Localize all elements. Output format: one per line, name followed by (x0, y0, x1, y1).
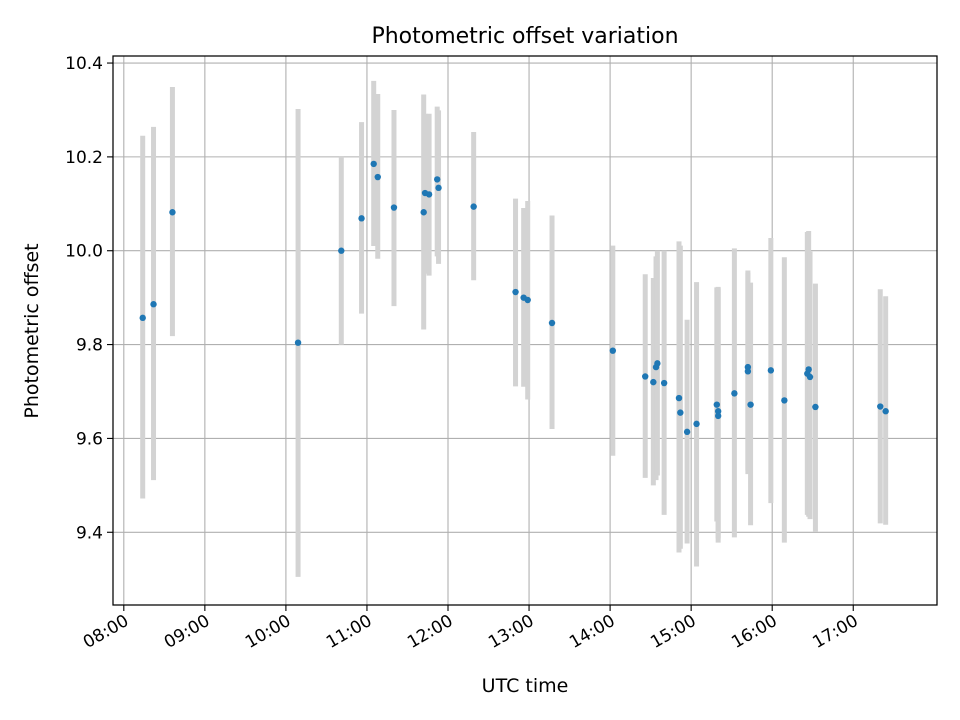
data-point (390, 204, 398, 211)
data-point (512, 288, 519, 296)
x-tick-label: 10:00 (242, 611, 294, 653)
x-tick-label: 08:00 (80, 611, 132, 653)
data-point (358, 215, 365, 222)
x-tick-label: 11:00 (323, 611, 375, 653)
data-point (338, 247, 345, 254)
y-tick-label: 9.4 (76, 523, 103, 543)
x-tick-label: 13:00 (485, 611, 537, 653)
x-axis: 08:00 09:00 10:00 11:00 12:00 13:00 14:00 15:00… (80, 605, 862, 653)
data-point (713, 401, 721, 408)
y-tick-label: 10.0 (65, 242, 103, 262)
x-tick-label: 15:00 (647, 611, 699, 653)
data-point (660, 379, 668, 387)
data-point (609, 347, 617, 354)
data-point (374, 173, 381, 181)
y-axis: 9.4 9.6 9.8 10.0 10.2 10.4 (65, 54, 113, 543)
data-point (425, 191, 433, 198)
data-point (812, 403, 819, 411)
data-point (642, 373, 649, 380)
x-tick-label: 14:00 (566, 611, 618, 653)
x-axis-label: UTC time (482, 675, 569, 697)
data-point (675, 394, 683, 402)
data-point (877, 403, 884, 410)
data-points (139, 160, 889, 436)
data-point (169, 209, 176, 216)
data-point (767, 367, 775, 374)
data-point (654, 360, 661, 367)
data-point (470, 203, 477, 210)
data-point (150, 301, 157, 308)
y-tick-label: 10.4 (65, 54, 103, 74)
chart-title: Photometric offset variation (371, 24, 678, 49)
data-point (139, 314, 146, 322)
data-point (548, 319, 556, 327)
y-tick-label: 9.8 (76, 336, 103, 356)
y-axis-label: Photometric offset (21, 243, 43, 418)
data-point (693, 420, 700, 428)
data-point (370, 160, 377, 168)
data-point (524, 296, 531, 304)
data-point (677, 409, 684, 416)
plot-frame (112, 55, 938, 606)
data-point (714, 408, 722, 415)
data-point (806, 373, 814, 381)
data-point (781, 397, 788, 404)
data-point (714, 412, 722, 420)
y-tick-label: 9.6 (76, 429, 103, 449)
data-point (683, 428, 691, 436)
y-tick-label: 10.2 (65, 148, 103, 168)
data-point (744, 368, 752, 375)
data-point (650, 378, 657, 386)
data-point (747, 401, 754, 408)
data-point (882, 408, 889, 415)
x-tick-label: 17:00 (809, 611, 861, 653)
error-bars (140, 80, 889, 577)
data-point (433, 176, 441, 183)
data-point (294, 339, 302, 346)
data-point (805, 366, 812, 373)
data-point (420, 209, 427, 216)
data-point (435, 184, 442, 192)
x-tick-label: 09:00 (161, 611, 213, 653)
x-tick-label: 16:00 (728, 611, 780, 653)
x-tick-label: 12:00 (404, 611, 456, 653)
data-point (731, 390, 738, 397)
